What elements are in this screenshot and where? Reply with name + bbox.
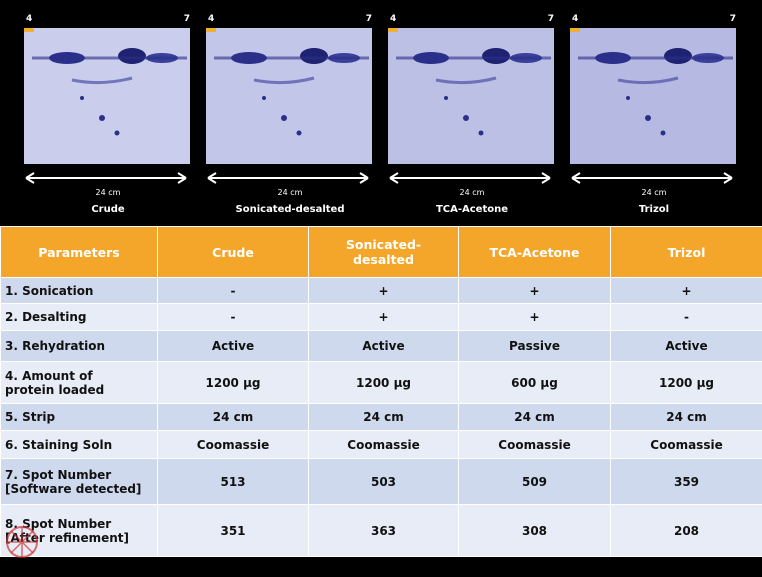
table-row: 5. Strip 24 cm 24 cm 24 cm 24 cm [0, 403, 762, 431]
gel-image [24, 28, 190, 184]
gel-label: TCA-Acetone [435, 204, 509, 215]
table-cell: - [157, 277, 309, 304]
row-label: 5. Strip [0, 403, 158, 431]
ph-left: 4 [572, 14, 579, 24]
header-row: Parameters Crude Sonicated- desalted TCA-Ac… [0, 226, 762, 278]
table-cell: Active [610, 330, 762, 362]
table-cell: Coomassie [157, 430, 309, 459]
gel-length: 24 cm [277, 188, 303, 197]
gel-length: 24 cm [95, 188, 121, 197]
parameter-table: Parameters Crude Sonicated- desalted TCA-Ac… [0, 226, 762, 557]
table-cell: 600 µg [458, 361, 611, 404]
table-cell: 513 [157, 458, 309, 505]
row-label: 1. Sonication [0, 277, 158, 304]
ph-right: 7 [729, 14, 736, 24]
table-row: 4. Amount of protein loaded 1200 µg 1200 µ… [0, 361, 762, 404]
table-row: 8. Spot Number [After refinement] 351 363 3… [0, 504, 762, 557]
table-cell: + [610, 277, 762, 304]
table-cell: 24 cm [157, 403, 309, 431]
gel-label: Sonicated-desalted [235, 204, 345, 215]
gel: 4 7 24 cm Sonicated-desalted [204, 14, 376, 215]
row-label: 3. Rehydration [0, 330, 158, 362]
row-label: 4. Amount of protein loaded [0, 361, 158, 404]
table-cell: 24 cm [308, 403, 459, 431]
gel-image [570, 28, 736, 184]
table-cell: 1200 µg [157, 361, 309, 404]
table-cell: 308 [458, 504, 611, 557]
header-cell: Crude [157, 226, 309, 278]
gel: 4 7 24 cm Trizol [568, 14, 740, 215]
table-cell: 24 cm [610, 403, 762, 431]
header-cell: Trizol [610, 226, 762, 278]
table-row: 7. Spot Number [Software detected] 513 503… [0, 458, 762, 505]
table-row: 3. Rehydration Active Active Passive Active [0, 330, 762, 362]
header-cell: TCA-Acetone [458, 226, 611, 278]
row-label: 2. Desalting [0, 303, 158, 331]
table-cell: 351 [157, 504, 309, 557]
ph-right: 7 [183, 14, 190, 24]
table-cell: 503 [308, 458, 459, 505]
table-cell: + [458, 303, 611, 331]
row-label: 6. Staining Soln [0, 430, 158, 459]
table-cell: 1200 µg [308, 361, 459, 404]
ph-left: 4 [26, 14, 33, 24]
table-cell: 363 [308, 504, 459, 557]
table-cell: 1200 µg [610, 361, 762, 404]
table-cell: - [610, 303, 762, 331]
row-label: 8. Spot Number [After refinement] [0, 504, 158, 557]
header-cell: Sonicated- desalted [308, 226, 459, 278]
table-row: 2. Desalting - + + - [0, 303, 762, 331]
gel-image [206, 28, 372, 184]
table-cell: 359 [610, 458, 762, 505]
gel-length: 24 cm [459, 188, 485, 197]
table-row: 6. Staining Soln Coomassie Coomassie Coomas… [0, 430, 762, 459]
header-cell: Parameters [0, 226, 158, 278]
watermark-logo [6, 526, 38, 558]
row-label: 7. Spot Number [Software detected] [0, 458, 158, 505]
table-row: 1. Sonication - + + + [0, 277, 762, 304]
ph-left: 4 [390, 14, 397, 24]
table-cell: + [308, 277, 459, 304]
gel-label: Trizol [638, 204, 670, 215]
gel-image [388, 28, 554, 184]
ph-right: 7 [547, 14, 554, 24]
table-cell: Active [157, 330, 309, 362]
gel: 4 7 24 cm Crude [22, 14, 194, 215]
table-cell: 509 [458, 458, 611, 505]
table-cell: Coomassie [610, 430, 762, 459]
table-cell: Coomassie [458, 430, 611, 459]
ph-right: 7 [365, 14, 372, 24]
gel: 4 7 24 cm TCA-Acetone [386, 14, 558, 215]
table-cell: 24 cm [458, 403, 611, 431]
table-cell: + [458, 277, 611, 304]
ph-left: 4 [208, 14, 215, 24]
table-cell: + [308, 303, 459, 331]
table-cell: 208 [610, 504, 762, 557]
table-cell: Active [308, 330, 459, 362]
table-cell: - [157, 303, 309, 331]
table-cell: Passive [458, 330, 611, 362]
gel-length: 24 cm [641, 188, 667, 197]
table-cell: Coomassie [308, 430, 459, 459]
gel-panel: 4 7 24 cm Crude 4 7 24 cm Sonicated-desalted 4 7 2… [0, 0, 762, 226]
gel-label: Crude [91, 204, 125, 215]
